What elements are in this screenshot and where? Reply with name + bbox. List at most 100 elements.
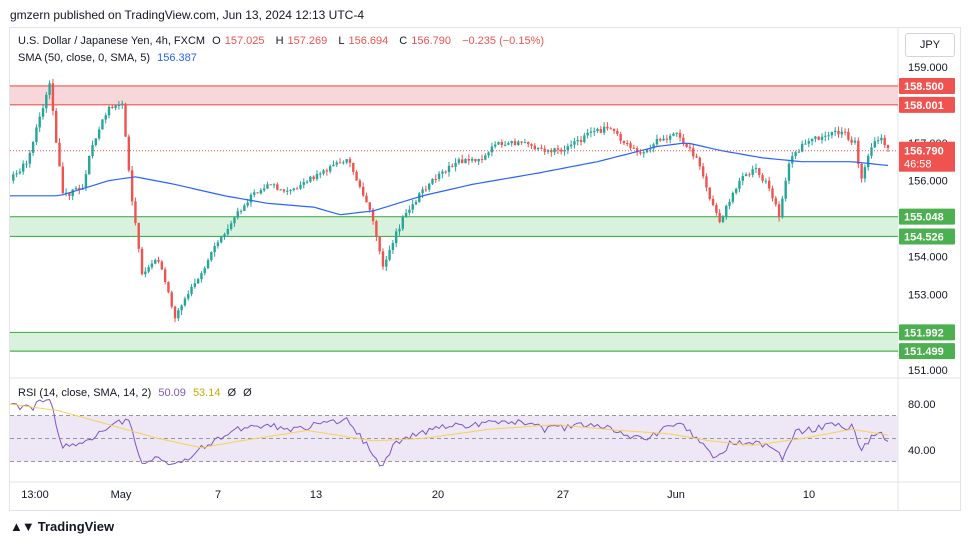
candle-body (295, 188, 299, 190)
candle-body (388, 249, 391, 260)
candle-body (507, 143, 510, 145)
candle-body (652, 144, 655, 149)
candle-body (533, 145, 537, 150)
candle-body (431, 178, 434, 184)
time-tick-label: 13 (310, 489, 322, 501)
candle-body (137, 223, 140, 249)
candle-body (434, 178, 437, 180)
rsi-value: 50.09 (158, 387, 186, 399)
price-label-bg (899, 228, 955, 245)
candle-body (249, 194, 253, 203)
candle-body (243, 205, 246, 211)
candle-body (279, 189, 282, 191)
candle-body (701, 166, 705, 177)
candle-body (573, 141, 576, 145)
open-value: 157.025 (224, 35, 265, 47)
candle-body (130, 170, 134, 202)
time-tick-label: 10 (803, 489, 815, 501)
candle-body (358, 180, 362, 187)
time-tick-label: 27 (557, 489, 569, 501)
price-label-bg (899, 96, 955, 113)
candle-body (490, 146, 494, 153)
candle-body (447, 165, 451, 173)
candle-body (342, 162, 345, 164)
candle-body (662, 138, 665, 141)
candle-body (282, 189, 286, 192)
candle-body (457, 159, 461, 163)
candle-body (470, 158, 474, 161)
candle-body (777, 204, 781, 218)
candle-body (487, 152, 490, 156)
currency-button[interactable]: JPY (905, 33, 955, 57)
candle-body (411, 204, 414, 210)
candle-body (68, 192, 71, 196)
candle-body (421, 189, 424, 194)
candle-body (569, 144, 573, 147)
change-value: −0.235 (−0.15%) (462, 35, 545, 47)
candle-body (586, 132, 589, 136)
candle-body (705, 176, 708, 188)
candle-body (378, 236, 381, 252)
candle-body (764, 180, 768, 182)
candle-body (88, 155, 91, 175)
candle-body (239, 210, 243, 212)
tradingview-logo-icon: ▲▼ (10, 519, 35, 534)
candle-body (312, 176, 315, 180)
candle-body (824, 135, 827, 137)
sma-line (10, 142, 889, 216)
candle-body (223, 234, 226, 237)
candle-body (566, 146, 570, 150)
rsi-legend: RSI (14, close, SMA, 14, 2) 50.09 53.14 … (18, 387, 256, 399)
candle-body (692, 148, 695, 157)
open-key: O (212, 35, 221, 47)
candle-body (256, 192, 259, 194)
candle-body (246, 202, 249, 206)
candle-body (563, 149, 566, 152)
candle-body (546, 150, 550, 152)
candle-body (695, 156, 698, 158)
candle-body (74, 188, 78, 190)
price-tick-label: 153.000 (908, 289, 948, 301)
candle-body (616, 130, 619, 134)
high-label: H 157.269 (276, 35, 332, 47)
rsi-extra-2: Ø (243, 387, 252, 399)
zone-support-2 (10, 332, 898, 352)
candle-body (124, 103, 127, 137)
candle-body (550, 150, 553, 153)
candle-body (216, 242, 220, 247)
candle-body (127, 136, 131, 171)
candle-body (880, 137, 883, 141)
candle-body (840, 131, 843, 135)
footer-brand: ▲▼ TradingView (10, 519, 114, 534)
candle-body (761, 175, 764, 181)
candle-body (134, 201, 137, 224)
candle-body (305, 181, 309, 183)
candle-body (325, 170, 329, 172)
candle-body (229, 223, 233, 229)
time-tick-label: May (111, 489, 132, 501)
candle-body (220, 236, 223, 243)
candle-body (517, 141, 520, 146)
candle-body (150, 263, 154, 268)
candle-body (226, 228, 230, 235)
candle-body (474, 158, 477, 162)
candle-body (830, 132, 834, 136)
candle-body (807, 141, 810, 144)
candle-body (28, 152, 32, 164)
candle-body (827, 135, 830, 137)
candle-body (754, 168, 758, 170)
candle-body (480, 158, 484, 160)
candle-body (596, 129, 599, 132)
candle-body (163, 269, 167, 283)
candle-body (375, 221, 378, 237)
candle-body (530, 144, 533, 146)
brand-name: TradingView (37, 519, 115, 534)
candle-body (870, 147, 873, 156)
candle-body (784, 180, 787, 199)
candle-body (424, 189, 428, 191)
candle-body (461, 159, 464, 164)
candle-body (536, 147, 540, 150)
candle-body (718, 212, 721, 223)
candle-body (675, 132, 678, 134)
